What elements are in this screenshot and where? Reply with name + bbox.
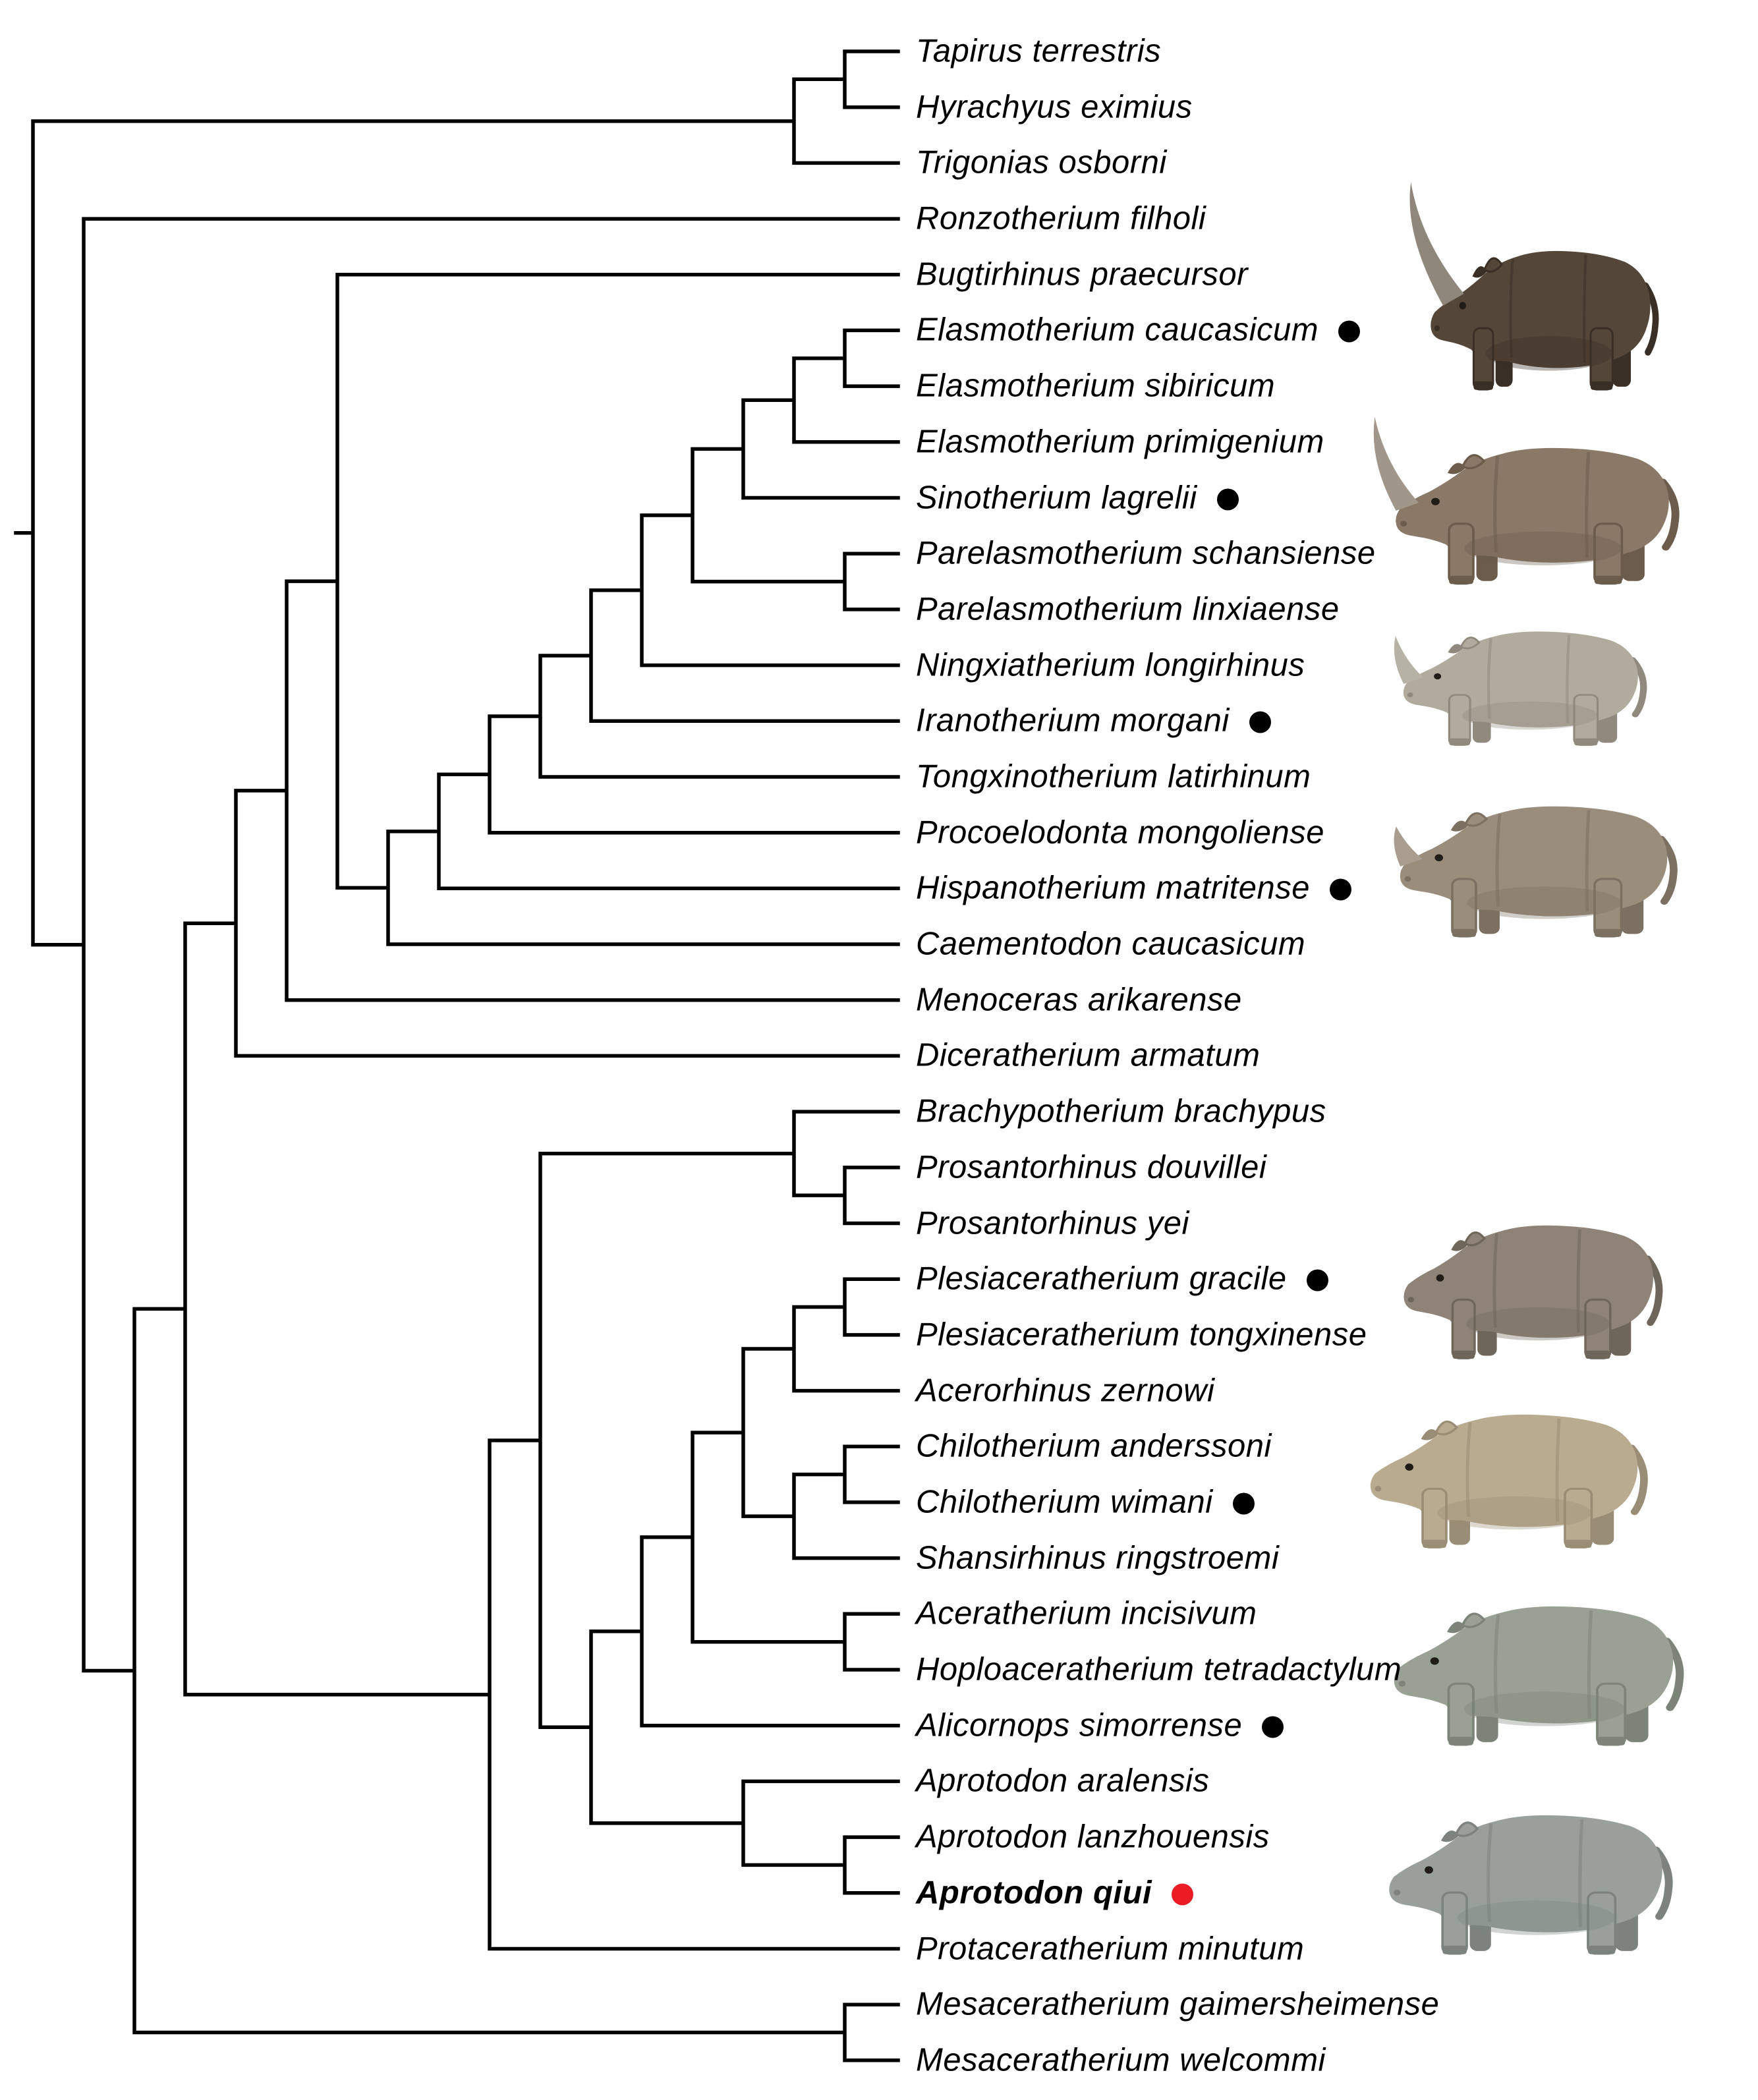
taxon-prosantorhinus-douvillei: Prosantorhinus douvillei <box>916 1149 1267 1185</box>
taxon-caementodon-caucasicum: Caementodon caucasicum <box>916 926 1306 962</box>
taxon-elasmotherium-primigenium: Elasmotherium primigenium <box>916 424 1324 460</box>
rhino-illustrations <box>1370 182 1684 1955</box>
taxon-iranotherium-morgani: Iranotherium morgani <box>916 704 1271 737</box>
chilotherium-illustration <box>1370 1414 1648 1548</box>
hispanotherium-illustration <box>1394 806 1678 938</box>
taxon-plesiaceratherium-tongxinense: Plesiaceratherium tongxinense <box>916 1317 1367 1353</box>
taxon-diceratherium-armatum: Diceratherium armatum <box>916 1037 1261 1073</box>
taxon-procoelodonta-mongoliense: Procoelodonta mongoliense <box>916 814 1324 851</box>
aprotodon-illustration <box>1389 1815 1673 1955</box>
occurrence-dot <box>1330 878 1352 901</box>
elasmotherium-illustration <box>1409 182 1659 391</box>
plesiaceratherium-illustration <box>1404 1225 1663 1359</box>
taxon-menoceras-arikarense: Menoceras arikarense <box>916 982 1242 1018</box>
occurrence-dot <box>1262 1716 1284 1738</box>
iranotherium-illustration <box>1394 631 1647 746</box>
occurrence-dot <box>1249 711 1271 733</box>
taxon-prosantorhinus-yei: Prosantorhinus yei <box>916 1205 1189 1241</box>
sinotherium-illustration <box>1373 416 1680 585</box>
taxon-mesaceratherium-gaimersheimense: Mesaceratherium gaimersheimense <box>916 1986 1440 2022</box>
taxon-hyrachyus-eximius: Hyrachyus eximius <box>916 89 1193 125</box>
taxon-protaceratherium-minutum: Protaceratherium minutum <box>916 1931 1305 1966</box>
taxon-hispanotherium-matritense: Hispanotherium matritense <box>916 872 1352 905</box>
taxon-alicornops-simorrense: Alicornops simorrense <box>916 1709 1284 1742</box>
taxon-shansirhinus-ringstroemi: Shansirhinus ringstroemi <box>916 1540 1280 1576</box>
tree-branches <box>14 49 900 2062</box>
taxon-bugtirhinus-praecursor: Bugtirhinus praecursor <box>916 256 1248 293</box>
taxon-ningxiatherium-longirhinus: Ningxiatherium longirhinus <box>916 647 1305 683</box>
occurrence-dot <box>1172 1883 1194 1906</box>
taxon-hoploaceratherium-tetradactylum: Hoploaceratherium tetradactylum <box>916 1651 1402 1688</box>
taxon-aprotodon-aralensis: Aprotodon aralensis <box>916 1763 1210 1799</box>
taxon-aprotodon-qiui: Aprotodon qiui <box>916 1877 1194 1909</box>
taxon-mesaceratherium-welcommi: Mesaceratherium welcommi <box>916 2042 1326 2078</box>
taxon-chilotherium-wimani: Chilotherium wimani <box>916 1486 1255 1518</box>
taxon-acerorhinus-zernowi: Acerorhinus zernowi <box>916 1373 1215 1409</box>
taxon-tongxinotherium-latirhinum: Tongxinotherium latirhinum <box>916 758 1311 795</box>
taxon-aprotodon-lanzhouensis: Aprotodon lanzhouensis <box>916 1819 1270 1855</box>
alicornops-illustration <box>1394 1606 1684 1746</box>
taxon-parelasmotherium-schansiense: Parelasmotherium schansiense <box>916 535 1376 571</box>
taxon-ronzotherium-filholi: Ronzotherium filholi <box>916 200 1206 237</box>
taxon-trigonias-osborni: Trigonias osborni <box>916 144 1167 181</box>
taxon-plesiaceratherium-gracile: Plesiaceratherium gracile <box>916 1263 1328 1295</box>
taxon-elasmotherium-caucasicum: Elasmotherium caucasicum <box>916 314 1361 347</box>
occurrence-dot <box>1306 1269 1328 1291</box>
taxon-brachypotherium-brachypus: Brachypotherium brachypus <box>916 1093 1326 1129</box>
taxon-sinotherium-lagrelii: Sinotherium lagrelii <box>916 482 1239 514</box>
taxon-parelasmotherium-linxiaense: Parelasmotherium linxiaense <box>916 591 1340 627</box>
taxon-elasmotherium-sibiricum: Elasmotherium sibiricum <box>916 368 1276 404</box>
occurrence-dot <box>1338 320 1361 343</box>
taxon-tapirus-terrestris: Tapirus terrestris <box>916 33 1162 69</box>
taxon-aceratherium-incisivum: Aceratherium incisivum <box>916 1595 1257 1632</box>
occurrence-dot <box>1232 1492 1255 1515</box>
occurrence-dot <box>1216 488 1239 510</box>
taxon-chilotherium-anderssoni: Chilotherium anderssoni <box>916 1428 1272 1464</box>
